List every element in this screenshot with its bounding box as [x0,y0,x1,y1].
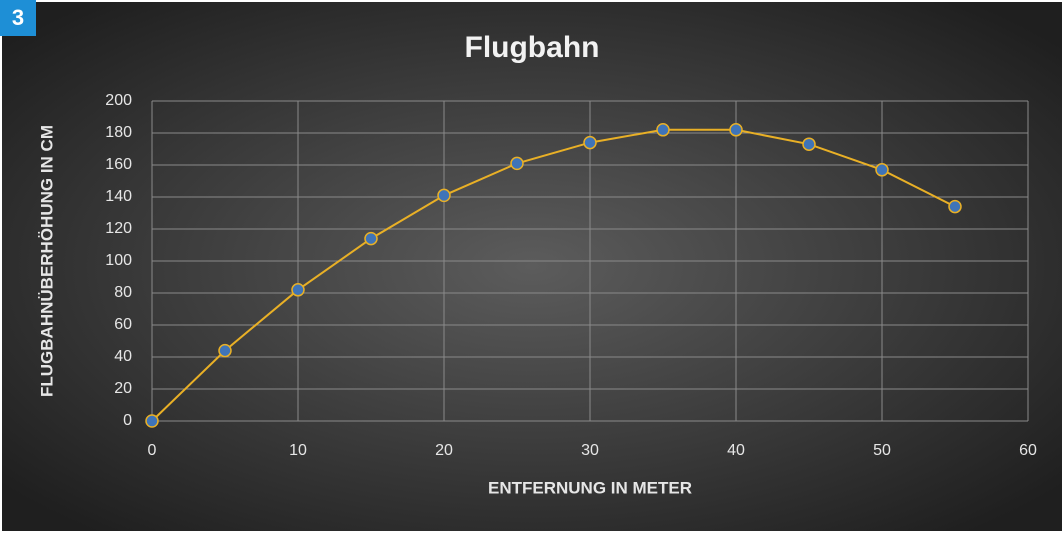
data-point [875,163,889,177]
x-tick-label: 10 [289,442,307,459]
x-tick-label: 40 [727,442,745,459]
y-tick-label: 40 [114,348,132,365]
x-tick-label: 50 [873,442,891,459]
y-tick-label: 20 [114,380,132,397]
y-tick-label: 160 [105,156,132,173]
x-tick-label: 60 [1019,442,1037,459]
data-point [364,231,378,246]
data-point [218,343,232,358]
y-tick-label: 60 [114,316,132,333]
data-point [802,137,816,151]
data-point [291,283,305,297]
y-axis-label: FLUGBAHNÜBERHÖHUNG IN CM [37,125,56,397]
data-point [510,156,524,171]
x-tick-label: 20 [435,442,453,459]
data-line [151,128,956,422]
y-tick-label: 100 [105,252,132,269]
data-point [729,123,743,137]
x-tick-label: 0 [148,442,157,459]
data-point [145,414,159,428]
y-tick-label: 80 [114,284,132,301]
badge: 3 [12,5,24,30]
x-tick-label: 30 [581,442,599,459]
badge-box [0,0,36,36]
data-point [437,188,451,203]
y-tick-label: 200 [105,92,132,109]
data-point [583,135,597,150]
y-tick-label: 0 [123,412,132,429]
x-axis-label: ENTFERNUNG IN METER [488,478,692,497]
chart-title: Flugbahn [465,31,600,64]
y-tick-label: 120 [105,220,132,237]
y-tick-label: 140 [105,188,132,205]
data-point [656,123,670,137]
data-point [948,199,962,214]
y-tick-label: 180 [105,124,132,141]
